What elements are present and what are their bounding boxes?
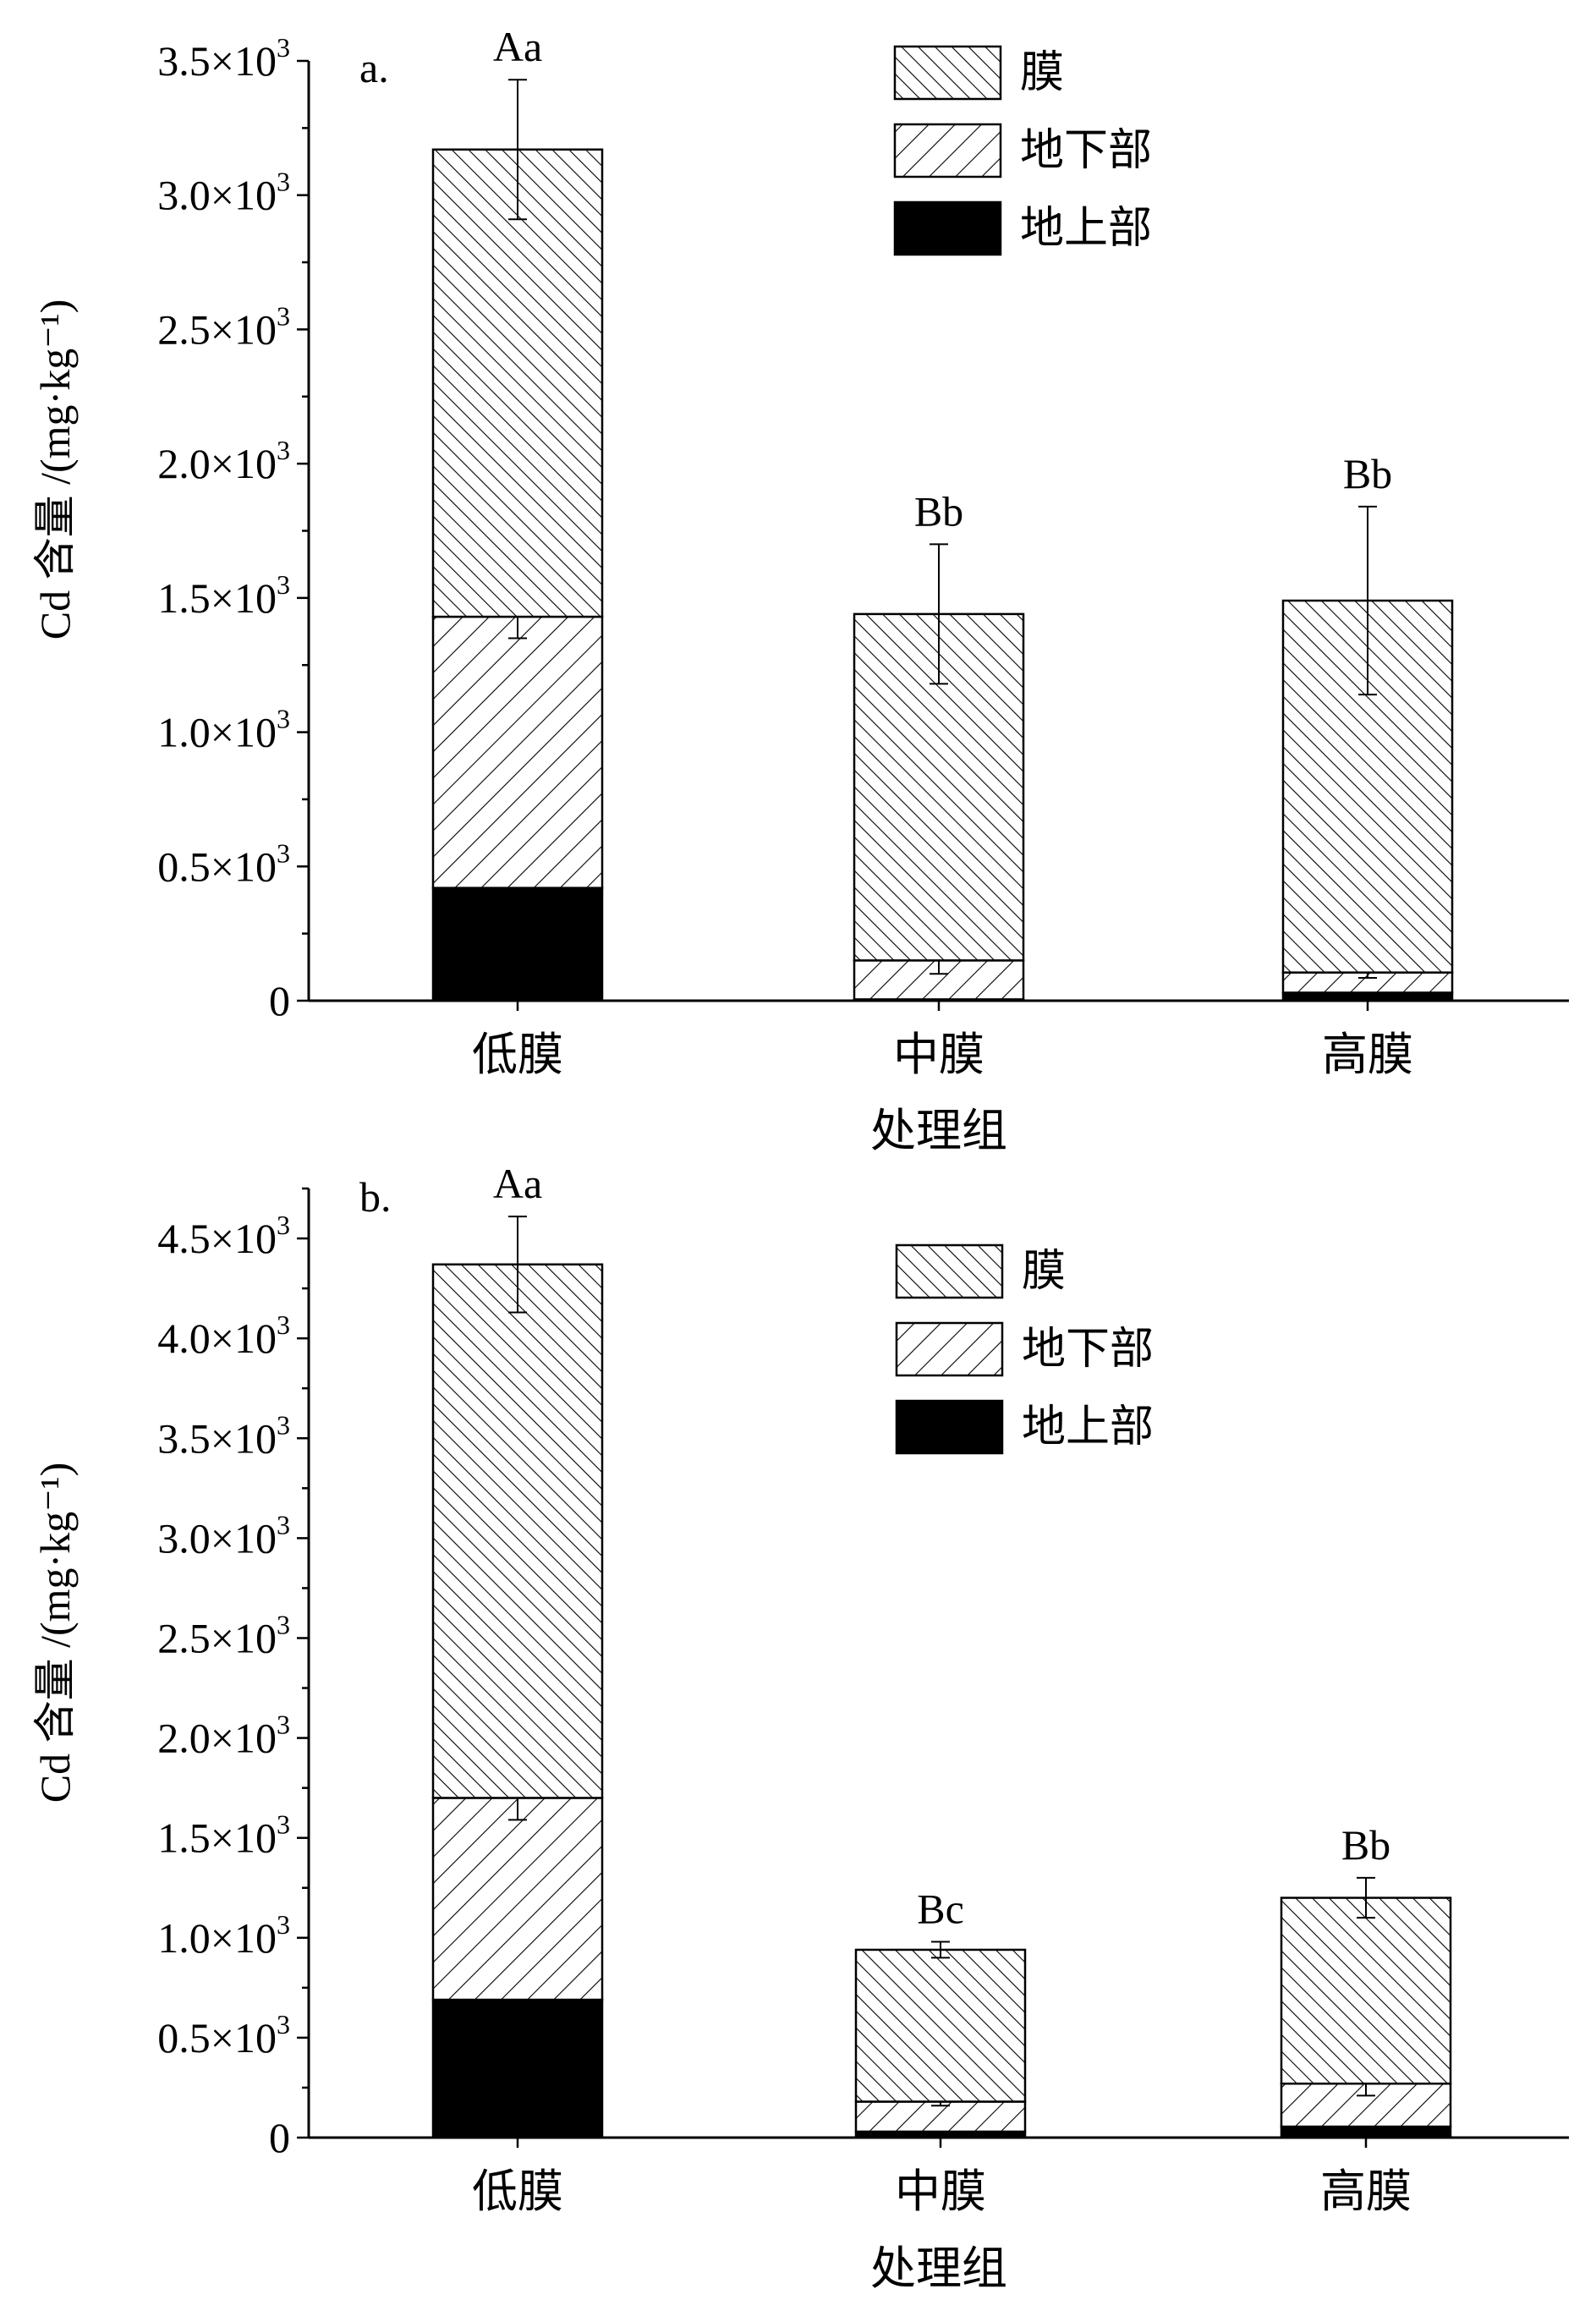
x-tick-label: 中膜	[893, 1029, 984, 1080]
panel-a: a. Cd 含量 /(mg·kg⁻¹) 处理组 0 0.5×103 1.0×103 1…	[31, 23, 1569, 1156]
bar-segment	[431, 615, 604, 889]
y-tick-label: 3.5×103	[157, 1409, 290, 1462]
legend-swatch	[893, 45, 1002, 101]
legend-label: 地下部	[1020, 127, 1152, 175]
significance-label: Bb	[1343, 450, 1392, 497]
y-tick-label: 0	[269, 2114, 290, 2161]
legend-swatch	[895, 1321, 1004, 1377]
legend-swatch	[895, 1399, 1004, 1455]
y-tick-label: 1.5×103	[157, 569, 290, 622]
legend-swatch	[893, 123, 1002, 178]
x-tick-label: 低膜	[472, 2166, 563, 2217]
y-tick-label: 2.5×103	[157, 1609, 290, 1661]
x-axis-title: 处理组	[870, 2243, 1007, 2294]
y-axis-title: Cd 含量 /(mg·kg⁻¹)	[31, 299, 79, 640]
bar-segment	[1280, 2125, 1452, 2139]
bar-segment	[431, 1263, 604, 1799]
significance-label: Bc	[917, 1886, 964, 1933]
y-tick-label: 0.5×103	[157, 2009, 290, 2061]
y-tick-label: 1.0×103	[157, 704, 290, 756]
significance-label: Bb	[914, 487, 963, 535]
bar-segment	[1280, 1897, 1452, 2085]
bar-segment	[431, 148, 604, 618]
significance-label: Aa	[493, 1160, 542, 1207]
y-tick-label: 2.0×103	[157, 1710, 290, 1762]
y-tick-label: 3.0×103	[157, 1509, 290, 1562]
legend-swatch	[893, 200, 1002, 256]
bar-segment	[854, 1948, 1027, 2103]
x-axis-title: 处理组	[870, 1106, 1007, 1156]
y-tick-label: 2.0×103	[157, 435, 290, 487]
legend-label: 地上部	[1022, 1403, 1154, 1452]
legend-label: 膜	[1020, 49, 1064, 97]
legend-label: 地上部	[1020, 205, 1152, 253]
x-tick-label: 高膜	[1322, 1029, 1413, 1080]
y-tick-label: 3.5×103	[157, 32, 290, 85]
y-tick-label: 3.0×103	[157, 167, 290, 219]
panel-label: b.	[359, 1173, 392, 1221]
x-tick-label: 中膜	[895, 2166, 986, 2217]
bar-segment	[431, 1797, 604, 2001]
x-tick-label: 低膜	[472, 1029, 563, 1080]
x-tick-label: 高膜	[1320, 2166, 1412, 2217]
panel-b: b. Cd 含量 /(mg·kg⁻¹) 处理组 0 0.5×103 1.0×103 1…	[31, 1160, 1569, 2294]
legend-swatch	[895, 1243, 1004, 1299]
bar-segment	[1281, 991, 1454, 1002]
y-tick-label: 1.0×103	[157, 1909, 290, 1962]
bar-segment	[431, 1998, 604, 2139]
legend-label: 地下部	[1022, 1326, 1154, 1374]
y-tick-label: 1.5×103	[157, 1809, 290, 1862]
y-tick-label: 0.5×103	[157, 837, 290, 890]
panel-label: a.	[359, 44, 389, 91]
significance-label: Bb	[1341, 1821, 1390, 1869]
bar-segment	[854, 2100, 1027, 2133]
y-axis-title: Cd 含量 /(mg·kg⁻¹)	[31, 1463, 79, 1803]
legend-label: 膜	[1022, 1248, 1066, 1296]
y-tick-label: 4.0×103	[157, 1309, 290, 1362]
y-tick-label: 2.5×103	[157, 300, 290, 353]
y-tick-label: 4.5×103	[157, 1210, 290, 1262]
significance-label: Aa	[493, 23, 542, 70]
y-tick-label: 0	[269, 977, 290, 1024]
